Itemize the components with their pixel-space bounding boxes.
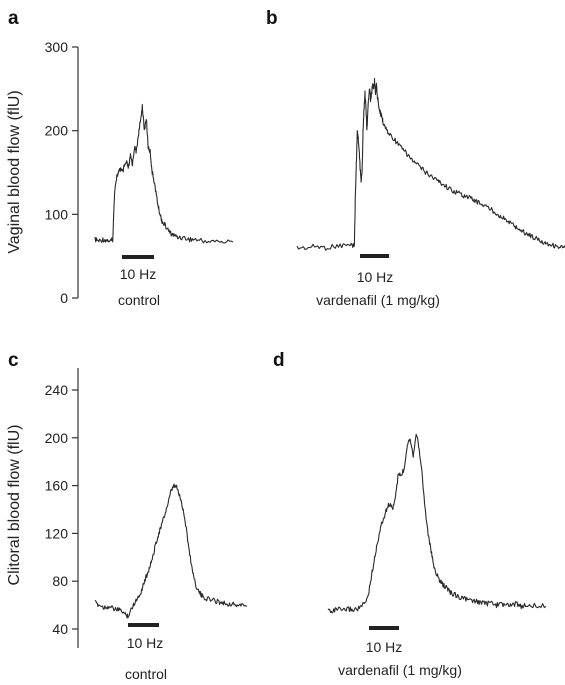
y-axis-title-clitoral: Clitoral blood flow (flU) — [6, 425, 23, 586]
stimulus-label-b: 10 Hz — [357, 269, 394, 285]
vaginal-tick-label-200: 200 — [45, 123, 69, 139]
stimulus-label-d: 10 Hz — [366, 639, 403, 655]
stimulus-label-a: 10 Hz — [120, 266, 157, 282]
vaginal-tick-label-0: 0 — [60, 290, 68, 306]
trace-clitoral-control — [94, 483, 248, 619]
panel-letter-a: a — [8, 8, 19, 29]
panel-letter-c: c — [8, 350, 19, 371]
trace-vaginal-vardenafil — [296, 78, 565, 251]
vaginal-tick-label-300: 300 — [45, 39, 69, 55]
vaginal-tick-label-100: 100 — [45, 206, 69, 222]
y-ticks-top: 0 100 200 300 — [45, 39, 78, 306]
condition-label-a: control — [118, 292, 160, 308]
stimulus-label-c: 10 Hz — [127, 635, 164, 651]
clitoral-tick-label-40: 40 — [52, 621, 68, 637]
trace-clitoral-vardenafil — [327, 433, 547, 614]
condition-label-b: vardenafil (1 mg/kg) — [316, 292, 440, 308]
clitoral-tick-label-80: 80 — [52, 573, 68, 589]
clitoral-tick-label-160: 160 — [45, 478, 69, 494]
panel-letter-b: b — [266, 8, 278, 29]
condition-label-c: control — [125, 666, 167, 682]
y-ticks-bottom: 40 80 120 160 200 240 — [45, 382, 78, 637]
trace-vaginal-control — [94, 103, 234, 244]
condition-label-d: vardenafil (1 mg/kg) — [338, 662, 462, 678]
y-axis-title-vaginal: Vaginal blood flow (flU) — [6, 90, 23, 253]
panel-letter-d: d — [273, 350, 285, 371]
clitoral-tick-label-240: 240 — [45, 382, 69, 398]
clitoral-tick-label-120: 120 — [45, 525, 69, 541]
clitoral-tick-label-200: 200 — [45, 430, 69, 446]
